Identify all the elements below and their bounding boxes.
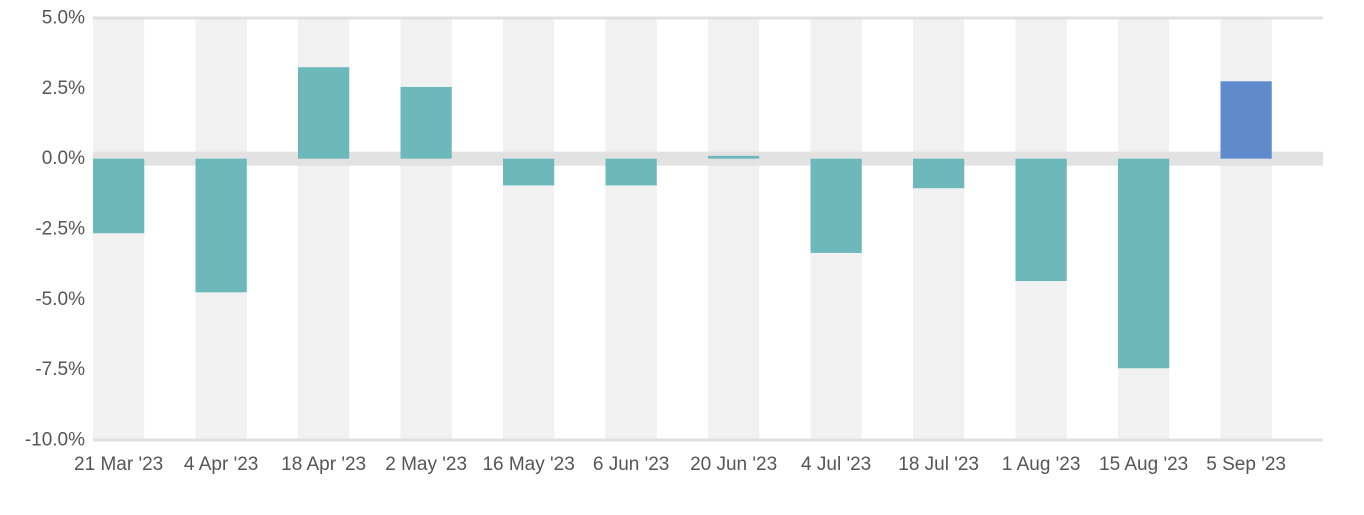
category-band	[913, 18, 965, 440]
x-tick-label: 20 Jun '23	[690, 454, 777, 475]
bar-5	[503, 158, 555, 186]
x-tick-label: 5 Sep '23	[1206, 454, 1286, 475]
bar-4	[400, 86, 452, 159]
bar-9	[913, 158, 965, 189]
x-tick-label: 2 May '23	[385, 454, 467, 475]
bar-10	[1015, 158, 1067, 282]
x-tick-label: 16 May '23	[482, 454, 574, 475]
y-tick-labels: 5.0% 2.5% 0.0% -2.5% -5.0% -7.5% -10.0%	[25, 8, 85, 451]
bar-8	[810, 158, 862, 253]
y-tick-label: 0.0%	[42, 148, 85, 169]
x-tick-label: 6 Jun '23	[593, 454, 670, 475]
x-tick-label: 4 Apr '23	[184, 454, 258, 475]
x-tick-label: 1 Aug '23	[1002, 454, 1081, 475]
y-tick-label: -2.5%	[35, 219, 85, 240]
category-band	[400, 18, 452, 440]
bars-group	[93, 67, 1272, 369]
y-tick-label: -10.0%	[25, 430, 85, 451]
y-tick-label: 5.0%	[42, 8, 85, 29]
bar-2	[195, 158, 247, 293]
y-tick-label: -5.0%	[35, 289, 85, 310]
category-bands	[93, 18, 1272, 440]
bar-7	[708, 155, 760, 159]
bar-6	[605, 158, 657, 186]
x-tick-label: 21 Mar '23	[74, 454, 163, 475]
x-tick-label: 18 Apr '23	[281, 454, 366, 475]
category-band	[605, 18, 657, 440]
bar-1	[93, 158, 145, 234]
bar-12	[1220, 81, 1272, 159]
x-tick-label: 15 Aug '23	[1099, 454, 1188, 475]
axes-group	[93, 16, 1323, 442]
y-tick-label: 2.5%	[42, 78, 85, 99]
x-tick-labels: 21 Mar '23 4 Apr '23 18 Apr '23 2 May '23 16…	[74, 454, 1286, 475]
bar-11	[1118, 158, 1170, 369]
bar-3	[298, 67, 350, 159]
x-tick-label: 18 Jul '23	[898, 454, 979, 475]
x-tick-label: 4 Jul '23	[801, 454, 871, 475]
y-tick-label: -7.5%	[35, 359, 85, 380]
category-band	[708, 18, 760, 440]
category-band	[503, 18, 555, 440]
